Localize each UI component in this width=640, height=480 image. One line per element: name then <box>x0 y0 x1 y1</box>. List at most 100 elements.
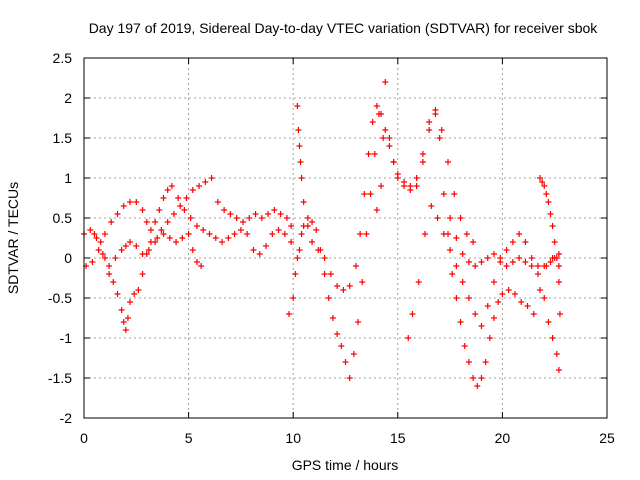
series-track-9 <box>537 175 563 317</box>
data-point <box>367 191 374 197</box>
data-point <box>453 263 460 269</box>
data-point <box>346 375 353 381</box>
data-point <box>530 311 537 317</box>
data-point <box>112 255 119 261</box>
data-point <box>459 251 466 257</box>
data-point <box>373 103 380 109</box>
data-point <box>334 331 341 337</box>
data-point <box>380 135 387 141</box>
data-point <box>555 367 562 373</box>
y-tick-label: 1 <box>64 170 72 186</box>
y-tick-label: 2 <box>64 90 72 106</box>
data-point <box>461 343 468 349</box>
series-track-3 <box>91 231 205 333</box>
data-point <box>110 279 117 285</box>
data-point <box>212 235 219 241</box>
data-point <box>122 243 129 249</box>
data-point <box>543 191 550 197</box>
data-point <box>193 259 200 265</box>
data-point <box>187 215 194 221</box>
data-point <box>426 127 433 133</box>
series-track-4 <box>286 111 382 381</box>
data-point <box>361 191 368 197</box>
data-point <box>465 359 472 365</box>
data-point <box>445 159 452 165</box>
data-point <box>453 295 460 301</box>
data-point <box>271 207 278 213</box>
data-point <box>401 179 408 185</box>
data-point <box>434 215 441 221</box>
data-point <box>95 247 102 253</box>
data-point <box>459 279 466 285</box>
data-point <box>451 191 458 197</box>
data-point <box>288 223 295 229</box>
data-point <box>120 319 127 325</box>
data-point <box>233 215 240 221</box>
data-point <box>258 215 265 221</box>
data-point <box>133 243 140 249</box>
data-point <box>120 203 127 209</box>
data-point <box>227 211 234 217</box>
data-point <box>352 263 359 269</box>
y-tick-label: -1 <box>60 330 73 346</box>
data-point <box>486 335 493 341</box>
data-point <box>394 175 401 181</box>
data-point <box>363 231 370 237</box>
y-tick-label: 2.5 <box>53 50 73 66</box>
data-point <box>97 239 104 245</box>
data-point <box>154 235 161 241</box>
data-point <box>470 239 477 245</box>
data-point <box>252 211 259 217</box>
data-point <box>382 79 389 85</box>
data-point <box>294 255 301 261</box>
data-point <box>553 351 560 357</box>
data-point <box>373 207 380 213</box>
data-point <box>482 359 489 365</box>
data-point <box>478 375 485 381</box>
data-point <box>551 239 558 245</box>
data-point <box>555 263 562 269</box>
data-point <box>359 279 366 285</box>
data-point <box>447 247 454 253</box>
data-point <box>342 359 349 365</box>
data-point <box>419 151 426 157</box>
data-point <box>298 231 305 237</box>
data-point <box>432 107 439 113</box>
data-point <box>549 223 556 229</box>
data-point <box>369 119 376 125</box>
data-point <box>428 203 435 209</box>
data-point <box>196 183 203 189</box>
data-point <box>470 375 477 381</box>
data-point <box>415 279 422 285</box>
data-point <box>135 287 142 293</box>
data-point <box>219 239 226 245</box>
plot-frame <box>83 57 608 419</box>
x-tick-label: 0 <box>80 430 88 446</box>
data-point <box>541 263 548 269</box>
data-point <box>166 235 173 241</box>
data-point <box>87 227 94 233</box>
data-point <box>472 311 479 317</box>
data-point <box>183 195 190 201</box>
data-point <box>386 135 393 141</box>
data-point <box>503 263 510 269</box>
data-point <box>269 231 276 237</box>
data-point <box>503 247 510 253</box>
data-point <box>309 239 316 245</box>
data-point <box>91 231 98 237</box>
data-point <box>127 239 134 245</box>
data-point <box>528 255 535 261</box>
data-point <box>244 231 251 237</box>
data-point <box>263 243 270 249</box>
data-point <box>447 215 454 221</box>
data-point <box>256 251 263 257</box>
data-point <box>173 239 180 245</box>
data-point <box>296 143 303 149</box>
data-point <box>309 219 316 225</box>
data-point <box>350 351 357 357</box>
data-point <box>294 103 301 109</box>
data-point <box>275 227 282 233</box>
data-point <box>101 231 108 237</box>
data-point <box>143 219 150 225</box>
data-point <box>327 271 334 277</box>
